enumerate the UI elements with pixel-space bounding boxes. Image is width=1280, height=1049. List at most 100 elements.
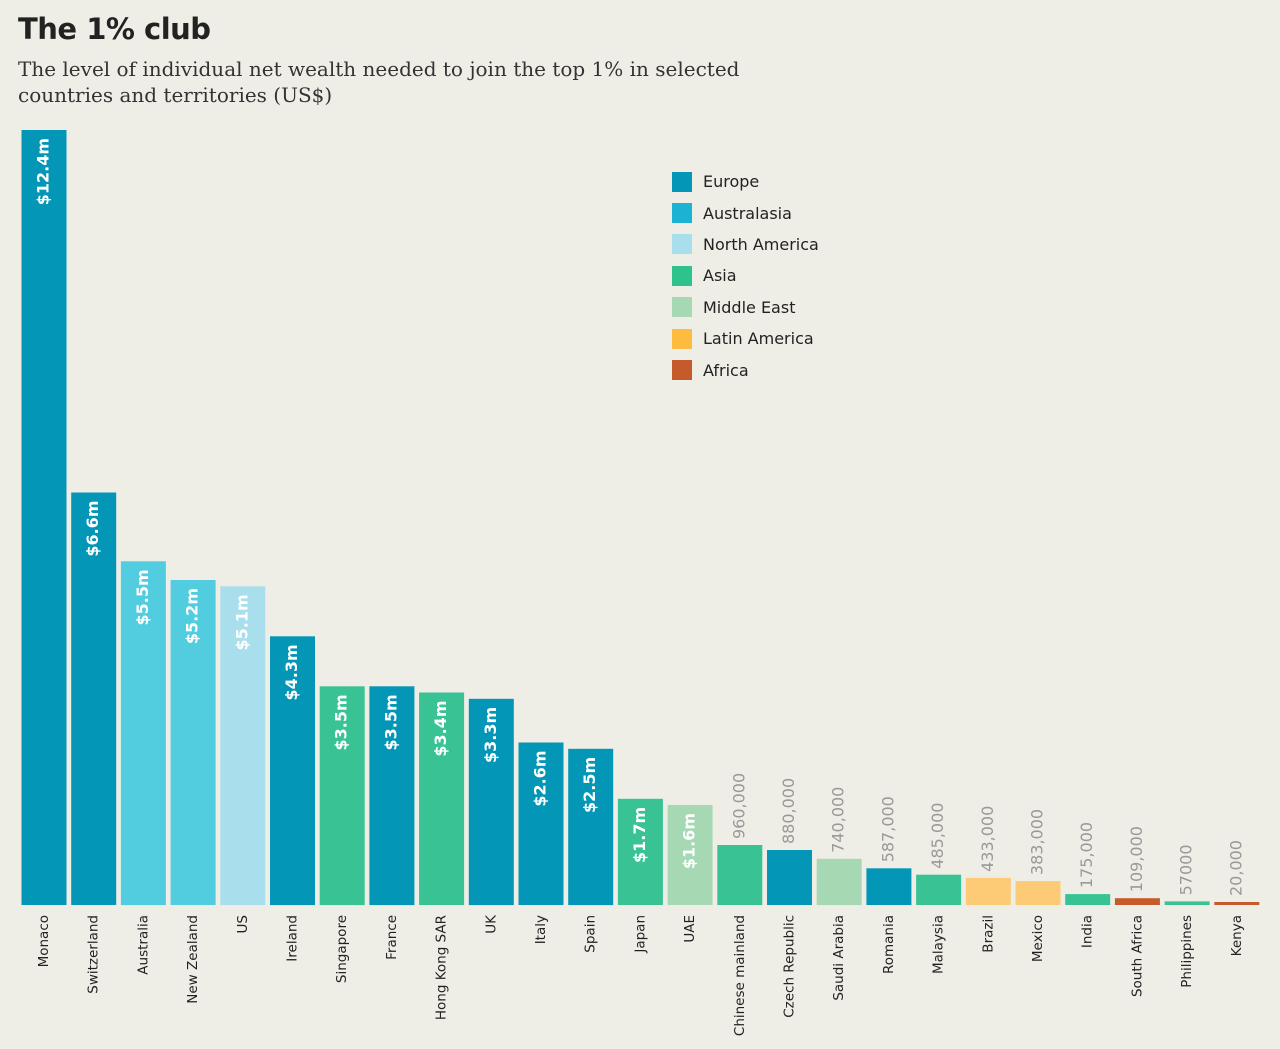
legend-label: Australasia <box>703 203 792 223</box>
category-label: UK <box>483 914 499 934</box>
bar-value-label: 880,000 <box>779 778 798 844</box>
legend-label: Middle East <box>703 297 796 317</box>
bar-us <box>220 586 266 906</box>
legend-item-latin-america: Latin America <box>672 323 819 354</box>
bar-value-label: 485,000 <box>928 803 947 869</box>
category-label: US <box>235 915 251 933</box>
bar-value-label: 109,000 <box>1127 826 1146 892</box>
category-label: Spain <box>583 915 599 953</box>
legend-label: North America <box>703 234 819 254</box>
category-label: Malaysia <box>931 915 947 974</box>
bar-value-label: 383,000 <box>1028 809 1047 875</box>
category-label: Monaco <box>36 915 52 967</box>
bar-chinese-mainland <box>717 845 763 905</box>
bar-new-zealand <box>170 580 216 905</box>
category-label: Brazil <box>980 915 996 953</box>
category-label: Saudi Arabia <box>831 915 847 1001</box>
category-label: Czech Republic <box>782 915 798 1018</box>
legend-item-africa: Africa <box>672 354 819 385</box>
bar-spain <box>568 748 614 906</box>
legend-item-europe: Europe <box>672 166 819 197</box>
bar-value-label: $4.3m <box>282 644 301 700</box>
bar-value-label: $3.5m <box>381 694 400 750</box>
category-label: Switzerland <box>86 915 102 994</box>
legend-swatch <box>672 328 692 349</box>
bar-hong-kong-sar <box>419 692 465 905</box>
bar-value-label: $3.5m <box>332 694 351 750</box>
legend-swatch <box>672 203 692 224</box>
bar-value-label: $2.6m <box>531 751 550 807</box>
bar-france <box>369 686 415 906</box>
bar-value-label: 587,000 <box>878 796 897 862</box>
legend-swatch <box>672 234 692 255</box>
bar-value-label: $3.3m <box>481 707 500 763</box>
bar-value-label: $1.7m <box>630 807 649 863</box>
bar-value-label: $12.4m <box>34 138 53 205</box>
category-label: Kenya <box>1229 915 1245 956</box>
bar-italy <box>518 742 564 905</box>
bar-value-label: $5.1m <box>232 594 251 650</box>
legend-label: Latin America <box>703 329 814 349</box>
bar-singapore <box>319 686 365 906</box>
bar-uae <box>667 805 713 905</box>
category-label: France <box>384 915 400 960</box>
category-label: Romania <box>881 915 897 974</box>
legend-item-australasia: Australasia <box>672 197 819 228</box>
bar-uk <box>468 698 514 906</box>
bar-value-label: $2.5m <box>580 757 599 813</box>
category-label: India <box>1080 915 1096 948</box>
bar-ireland <box>270 636 315 906</box>
bar-south-africa <box>1114 898 1160 905</box>
legend-label: Asia <box>703 266 737 286</box>
bar-japan <box>617 798 663 905</box>
category-label: New Zealand <box>185 915 201 1004</box>
category-label: Italy <box>533 915 549 944</box>
bar-philippines <box>1164 901 1210 905</box>
bar-value-label: $5.5m <box>133 569 152 625</box>
bar-india <box>1065 894 1111 905</box>
bar-value-label: 175,000 <box>1077 822 1096 888</box>
category-label: Australia <box>135 915 151 975</box>
bar-romania <box>866 868 912 905</box>
bar-value-label: $1.6m <box>680 813 699 869</box>
bar-value-label: 57000 <box>1177 844 1196 895</box>
bar-monaco <box>21 130 67 905</box>
chart-subtitle: The level of individual net wealth neede… <box>18 57 740 107</box>
category-label: Singapore <box>334 915 350 983</box>
category-label: UAE <box>682 915 698 943</box>
bar-brazil <box>965 877 1011 905</box>
legend-item-asia: Asia <box>672 260 819 291</box>
bar-kenya <box>1214 902 1260 905</box>
legend-swatch <box>672 265 692 286</box>
legend-label: Africa <box>703 360 749 380</box>
bar-australia <box>120 561 166 906</box>
bar-value-label: $5.2m <box>183 588 202 644</box>
legend-item-middle-east: Middle East <box>672 292 819 323</box>
bar-value-label: $3.4m <box>431 701 450 757</box>
bar-value-label: 740,000 <box>829 787 848 853</box>
category-label: Chinese mainland <box>732 915 748 1036</box>
category-label: Ireland <box>285 915 301 962</box>
bar-value-label: 433,000 <box>978 806 997 872</box>
legend: Europe Australasia North America Asia Middle… <box>672 166 819 386</box>
bar-value-label: 960,000 <box>729 773 748 839</box>
bar-value-label: $6.6m <box>83 501 102 557</box>
bar-mexico <box>1015 881 1061 905</box>
bar-switzerland <box>71 492 117 905</box>
legend-item-north-america: North America <box>672 229 819 260</box>
bar-value-label: 20,000 <box>1226 840 1245 896</box>
category-label: Japan <box>632 915 648 954</box>
legend-swatch <box>672 360 692 381</box>
legend-label: Europe <box>703 172 760 192</box>
category-label: Philippines <box>1179 915 1195 988</box>
bar-saudi-arabia <box>816 858 862 906</box>
legend-swatch <box>672 171 692 192</box>
category-label: South Africa <box>1129 915 1145 997</box>
category-label: Mexico <box>1030 915 1046 962</box>
category-label: Hong Kong SAR <box>434 915 450 1020</box>
bar-malaysia <box>916 874 962 905</box>
chart-title: The 1% club <box>18 12 211 46</box>
legend-swatch <box>672 297 692 318</box>
bar-czech-republic <box>767 850 812 905</box>
